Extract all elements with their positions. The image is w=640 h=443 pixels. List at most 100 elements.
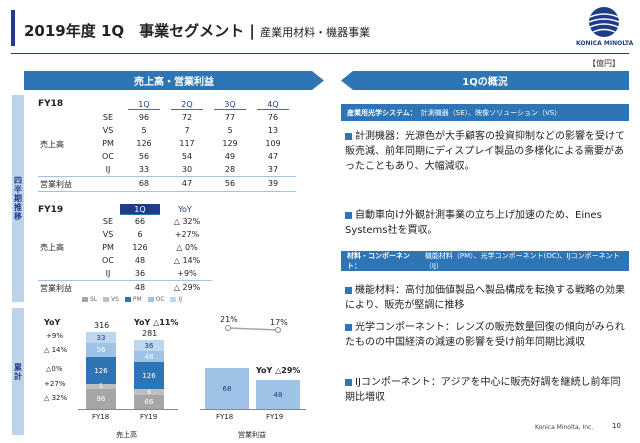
fy18-cell: 47 — [267, 152, 279, 161]
bullet-square-icon — [345, 132, 352, 140]
fy18-cell: 33 — [138, 165, 150, 174]
fy19-bar-vs: 6 — [134, 389, 164, 396]
fy19-op-yoy: △ 29% — [173, 283, 201, 292]
fy19-cell: 6 — [137, 230, 143, 239]
fy18-cell: 56 — [138, 152, 150, 161]
table-divider — [38, 176, 296, 177]
fy18-cell: 49 — [224, 152, 236, 161]
fy19-cell: 126 — [132, 243, 148, 252]
section-materials: 材料・コンポーネント： 機能材料（PM）、光学コンポーネント(OC)、IJコンポー… — [341, 251, 629, 271]
bullet-square-icon — [345, 323, 352, 331]
fy19-seg-vs: VS — [102, 230, 114, 239]
fy18-cell: 126 — [136, 139, 152, 148]
fy19-cell: 48 — [134, 256, 146, 265]
fy18-cell: 13 — [267, 126, 279, 135]
bullet-performance-materials: 機能材料：高付加価値製品へ製品構成を転換する戦略の効果により、販売が堅調に推移 — [345, 285, 625, 311]
op-group-label: 営業利益 — [238, 431, 266, 439]
fy18-op-cell: 47 — [181, 179, 193, 188]
section-subheading: 計測機器（SE）、映像ソリューション（VS） — [420, 108, 562, 117]
fy19-seg-se: SE — [102, 217, 114, 226]
fy18-bar-se: 96 — [86, 389, 116, 409]
fy18-q2-header: 2Q — [171, 99, 203, 110]
fy18-cell: 117 — [179, 139, 195, 148]
sales-x-fy19: FY19 — [140, 413, 158, 421]
fy18-seg-vs: VS — [102, 126, 114, 135]
table-divider — [38, 191, 296, 192]
fy18-cell: 77 — [224, 113, 236, 122]
fy18-cell: 28 — [224, 165, 236, 174]
globe-logo-icon — [588, 7, 620, 37]
fy18-q4-header: 4Q — [257, 99, 289, 110]
op-bar-fy18: 68 — [205, 368, 249, 409]
fy18-cell: 72 — [181, 113, 193, 122]
fy19-op-label: 営業利益 — [40, 284, 72, 293]
page-title: 2019年度 1Q 事業セグメント | 産業用材料・機器事業 — [24, 22, 371, 40]
legend-sl: SL — [90, 296, 98, 303]
op-margin-line — [225, 325, 281, 333]
fy19-bar-se: 66 — [134, 395, 164, 409]
fy18-bar-oc: 56 — [86, 343, 116, 357]
cum-yoy-se: △ 32% — [44, 394, 68, 402]
header-accent-bar — [11, 10, 15, 46]
cum-yoy-pm: △0% — [46, 365, 63, 373]
fy19-seg-pm: PM — [102, 243, 114, 252]
fy18-cell: 129 — [222, 139, 238, 148]
fy18-cell: 96 — [138, 113, 150, 122]
sales-op-panel-title: 売上高・営業利益 — [24, 71, 324, 90]
fy18-bar-vs: 5 — [86, 383, 116, 390]
fy18-bar-ij: 33 — [86, 332, 116, 343]
fy19-label: FY19 — [38, 205, 64, 215]
fy18-seg-se: SE — [102, 113, 114, 122]
fy18-cell: 37 — [267, 165, 279, 174]
footer-company: Konica Minolta, Inc. — [535, 424, 594, 431]
fy18-cell: 5 — [227, 126, 233, 135]
chart-legend: SL VS PM OC IJ — [78, 296, 182, 303]
legend-vs: VS — [111, 296, 119, 303]
fy18-op-cell: 56 — [224, 179, 236, 188]
fy19-yoy-cell: △ 14% — [173, 256, 201, 265]
fy19-yoy-cell: +9% — [177, 269, 197, 278]
fy19-total-label: 281 — [142, 329, 158, 338]
fy19-yoy-cell: △ 32% — [173, 217, 201, 226]
bullet-ij-components: IJコンポーネント：アジアを中心に販売好調を継続し前年同期比増収 — [345, 377, 621, 403]
fy19-yoy-header: YoY — [178, 205, 192, 214]
fy19-bar-oc: 48 — [134, 351, 164, 362]
fy18-op-label: 営業利益 — [40, 180, 72, 189]
op-margin-fy18: 21% — [220, 315, 238, 324]
op-bar-fy19: 48 — [256, 380, 300, 409]
fy18-cell: 7 — [184, 126, 190, 135]
fy18-cell: 30 — [181, 165, 193, 174]
section-heading: 材料・コンポーネント： — [347, 252, 410, 270]
fy18-sales-group: 売上高 — [40, 140, 64, 149]
fy18-bar-pm: 126 — [86, 357, 116, 384]
legend-oc: OC — [155, 296, 165, 303]
cum-yoy-oc: △ 14% — [44, 346, 68, 354]
fy18-cell: 76 — [267, 113, 279, 122]
fy19-yoy-cell: △ 0% — [176, 243, 198, 252]
fy19-cum-yoy: YoY △11% — [134, 318, 179, 327]
op-axis — [200, 409, 306, 410]
legend-pm: PM — [132, 296, 142, 303]
fy18-total-label: 316 — [94, 321, 110, 330]
fy18-seg-oc: OC — [102, 152, 114, 161]
op-yoy-label: YoY △29% — [256, 366, 301, 375]
fy18-cell: 5 — [141, 126, 147, 135]
fy18-seg-pm: PM — [102, 139, 114, 148]
fy18-q1-header: 1Q — [128, 99, 160, 110]
bullet-square-icon — [345, 286, 352, 294]
legend-swatch-ij — [170, 297, 177, 302]
bullet-square-icon — [345, 378, 352, 386]
fy19-q1-header: 1Q — [120, 204, 160, 215]
fy18-q3-header: 3Q — [214, 99, 246, 110]
fy18-cell: 54 — [181, 152, 193, 161]
bullet-optical-components: 光学コンポーネント：レンズの販売数量回復の傾向がみられたものの中国経済の減速の影… — [345, 322, 625, 348]
op-margin-fy19: 17% — [270, 318, 288, 327]
fy19-cell: 36 — [134, 269, 146, 278]
sales-x-fy18: FY18 — [92, 413, 110, 421]
legend-swatch-pm — [124, 297, 131, 302]
fy18-seg-ij: IJ — [105, 165, 111, 174]
fy18-op-cell: 39 — [267, 179, 279, 188]
bullet-acquisition: 自動車向け外観計測事業の立ち上げ加速のため、Eines Systems社を買収。 — [345, 210, 602, 236]
fy19-bar-pm: 126 — [134, 362, 164, 389]
fy19-seg-oc: OC — [102, 256, 114, 265]
